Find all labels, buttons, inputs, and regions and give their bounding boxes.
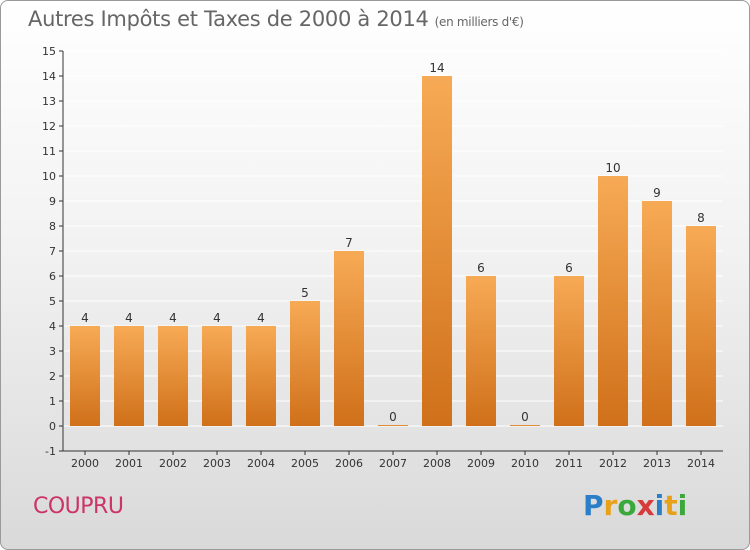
bar <box>70 326 100 426</box>
data-label: 0 <box>521 410 529 424</box>
data-label: 4 <box>169 311 177 325</box>
y-tick-label: 2 <box>49 370 56 383</box>
logo-letter: x <box>636 489 655 522</box>
x-tick-label: 2006 <box>335 457 363 470</box>
y-tick-label: 9 <box>49 195 56 208</box>
bar <box>246 326 276 426</box>
bar <box>554 276 584 426</box>
logo-letter: i <box>677 489 688 522</box>
y-tick-label: 12 <box>42 120 56 133</box>
data-label: 4 <box>257 311 265 325</box>
bar <box>422 76 452 426</box>
bar <box>598 176 628 426</box>
x-tick-label: 2005 <box>291 457 319 470</box>
bar <box>510 425 540 426</box>
y-tick-label: 5 <box>49 295 56 308</box>
bar <box>378 425 408 426</box>
data-label: 6 <box>477 261 485 275</box>
bar <box>686 226 716 426</box>
x-tick-label: 2014 <box>687 457 715 470</box>
x-tick-label: 2007 <box>379 457 407 470</box>
data-label: 6 <box>565 261 573 275</box>
y-tick-label: 4 <box>49 320 56 333</box>
data-label: 4 <box>213 311 221 325</box>
bar <box>642 201 672 426</box>
y-tick-label: 3 <box>49 345 56 358</box>
bar <box>466 276 496 426</box>
y-tick-label: 11 <box>42 145 56 158</box>
data-label: 4 <box>81 311 89 325</box>
logo-letter: t <box>664 489 678 522</box>
data-label: 5 <box>301 286 309 300</box>
x-tick-label: 2009 <box>467 457 495 470</box>
data-label: 0 <box>389 410 397 424</box>
bar <box>202 326 232 426</box>
data-label: 9 <box>653 186 661 200</box>
x-tick-label: 2003 <box>203 457 231 470</box>
x-tick-label: 2002 <box>159 457 187 470</box>
y-tick-label: -1 <box>45 445 56 458</box>
chart-title: Autres Impôts et Taxes de 2000 à 2014 (en… <box>28 7 524 31</box>
x-tick-label: 2000 <box>71 457 99 470</box>
logo-letter: i <box>654 489 665 522</box>
chart-unit: (en milliers d'€) <box>434 15 524 29</box>
y-tick-label: 1 <box>49 395 56 408</box>
x-tick-label: 2013 <box>643 457 671 470</box>
y-tick-label: 8 <box>49 220 56 233</box>
x-tick-label: 2008 <box>423 457 451 470</box>
bar <box>334 251 364 426</box>
y-tick-label: 6 <box>49 270 56 283</box>
data-label: 14 <box>429 61 444 75</box>
x-tick-label: 2004 <box>247 457 275 470</box>
y-tick-label: 15 <box>42 45 56 58</box>
data-label: 4 <box>125 311 133 325</box>
bar <box>158 326 188 426</box>
data-label: 7 <box>345 236 353 250</box>
logo-letter: r <box>603 489 618 522</box>
chart-title-text: Autres Impôts et Taxes de 2000 à 2014 <box>28 7 429 31</box>
x-tick-label: 2010 <box>511 457 539 470</box>
y-tick-label: 7 <box>49 245 56 258</box>
logo-letter: o <box>617 489 637 522</box>
x-tick-label: 2011 <box>555 457 583 470</box>
data-label: 10 <box>605 161 620 175</box>
x-tick-label: 2012 <box>599 457 627 470</box>
commune-name: COUPRU <box>33 494 124 519</box>
data-label: 8 <box>697 211 705 225</box>
bar <box>114 326 144 426</box>
y-tick-label: 0 <box>49 420 56 433</box>
x-tick-label: 2001 <box>115 457 143 470</box>
logo-letter: P <box>583 489 604 522</box>
y-tick-label: 13 <box>42 95 56 108</box>
bar <box>290 301 320 426</box>
proxiti-logo: Proxiti <box>583 489 687 522</box>
y-tick-label: 10 <box>42 170 56 183</box>
y-tick-label: 14 <box>42 70 56 83</box>
